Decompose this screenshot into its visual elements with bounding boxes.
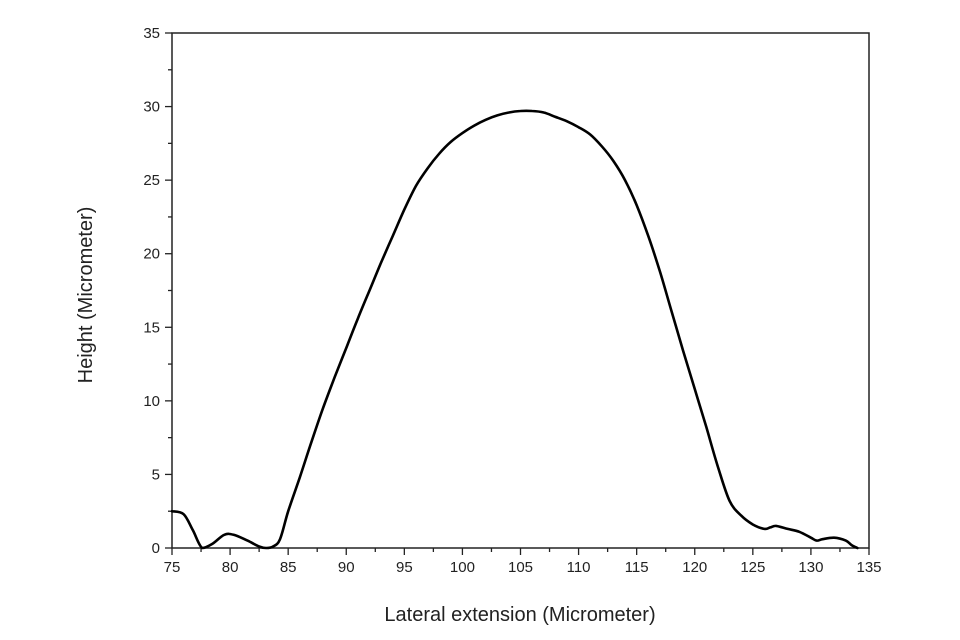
x-tick-label: 135 bbox=[856, 559, 881, 576]
x-tick-label: 95 bbox=[396, 559, 413, 576]
y-tick-label: 30 bbox=[143, 99, 160, 116]
x-tick-label: 120 bbox=[682, 559, 707, 576]
x-tick-label: 75 bbox=[164, 559, 181, 576]
y-tick-label: 20 bbox=[143, 246, 160, 263]
x-tick-label: 100 bbox=[450, 559, 475, 576]
y-tick-label: 35 bbox=[143, 25, 160, 42]
x-tick-label: 85 bbox=[280, 559, 297, 576]
y-tick-label: 15 bbox=[143, 319, 160, 336]
axis-ticks bbox=[165, 32, 870, 555]
x-tick-label: 110 bbox=[567, 559, 591, 576]
y-tick-labels: 0 5 10 15 20 25 30 35 bbox=[143, 25, 160, 557]
x-tick-label: 90 bbox=[338, 559, 355, 576]
x-tick-label: 125 bbox=[740, 559, 765, 576]
x-tick-label: 130 bbox=[798, 559, 823, 576]
x-tick-label: 105 bbox=[508, 559, 533, 576]
height-profile-line bbox=[170, 109, 859, 550]
y-axis-title: Height (Micrometer) bbox=[75, 207, 97, 384]
y-tick-label: 5 bbox=[152, 466, 160, 483]
x-tick-label: 115 bbox=[625, 559, 649, 576]
x-tick-label: 80 bbox=[222, 559, 239, 576]
y-tick-label: 10 bbox=[143, 393, 160, 410]
x-axis-title: Lateral extension (Micrometer) bbox=[384, 604, 655, 626]
y-tick-label: 25 bbox=[143, 172, 160, 189]
y-tick-label: 0 bbox=[152, 540, 160, 557]
x-tick-labels: 75 80 85 90 95 100 105 110 115 120 125 130 135 bbox=[164, 559, 882, 576]
